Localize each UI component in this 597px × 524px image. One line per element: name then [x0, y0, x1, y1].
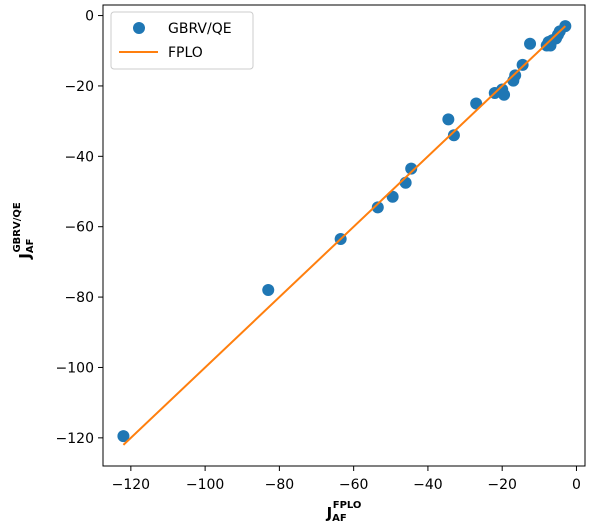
y-axis-label-sup: GBRV/QE: [12, 202, 23, 252]
series-line-fplo: [122, 25, 567, 446]
x-tick-label: −100: [186, 477, 224, 493]
x-tick-label: −80: [265, 477, 295, 493]
x-tick-label: −20: [487, 477, 517, 493]
x-tick-label: −60: [339, 477, 369, 493]
y-tick-label: −120: [56, 431, 94, 447]
x-tick-label: −120: [112, 477, 150, 493]
data-point-gbrv-qe: [509, 69, 522, 82]
data-point-gbrv-qe: [262, 284, 275, 297]
y-tick-label: −40: [64, 149, 94, 165]
legend: GBRV/QE FPLO: [110, 11, 254, 70]
x-axis-label-sub: AF: [332, 513, 347, 524]
legend-label-gbrv-qe: GBRV/QE: [168, 21, 232, 37]
data-point-gbrv-qe: [447, 129, 460, 142]
data-point-gbrv-qe: [516, 58, 529, 71]
x-tick-label: −40: [413, 477, 443, 493]
data-point-gbrv-qe: [117, 430, 130, 443]
y-tick-label: −60: [64, 220, 94, 236]
legend-box: [110, 11, 254, 70]
x-axis-label-main: J: [326, 504, 333, 522]
data-point-gbrv-qe: [442, 113, 455, 126]
y-axis-label-main: J: [16, 253, 34, 260]
data-point-gbrv-qe: [498, 88, 511, 101]
y-tick-label: −100: [56, 360, 94, 376]
legend-marker-gbrv-qe: [133, 22, 145, 34]
data-point-gbrv-qe: [371, 201, 384, 214]
plot-area: [117, 20, 572, 446]
y-axis-label: JAFGBRV/QE: [12, 202, 36, 260]
x-tick-label: 0: [572, 477, 581, 493]
axes-frame: [102, 4, 586, 467]
y-axis: 0 −20 −40 −60 −80 −100 −120: [56, 9, 103, 447]
y-tick-label: −80: [64, 290, 94, 306]
legend-label-fplo: FPLO: [168, 45, 203, 61]
x-axis: −120 −100 −80 −60 −40 −20 0: [112, 466, 581, 493]
x-axis-label-sup: FPLO: [333, 500, 362, 511]
y-tick-label: −20: [64, 79, 94, 95]
x-axis-label: JAF FPLO: [326, 500, 362, 524]
data-point-gbrv-qe: [524, 37, 537, 50]
data-point-gbrv-qe: [405, 162, 418, 175]
y-tick-label: 0: [85, 9, 94, 25]
y-axis-label-sub: AF: [25, 239, 36, 254]
